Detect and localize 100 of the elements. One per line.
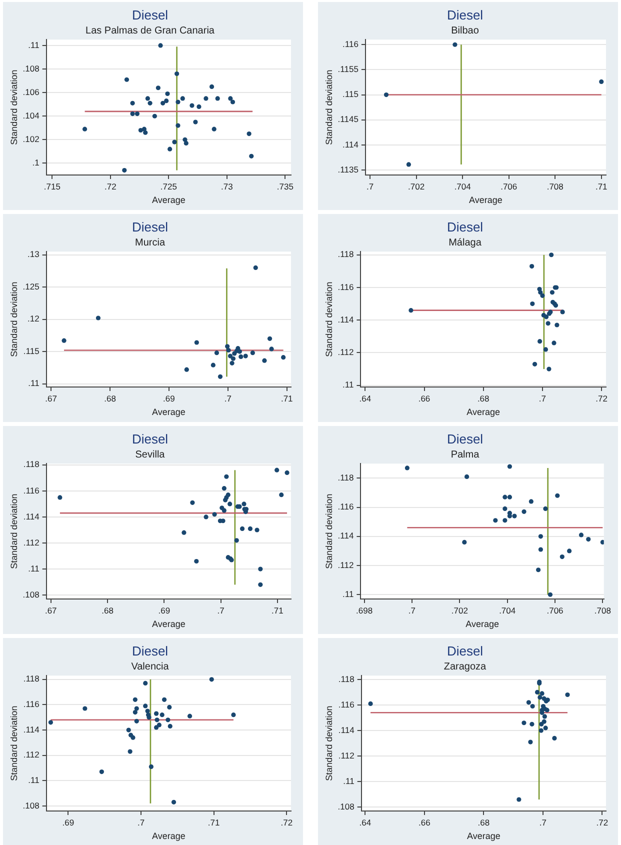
y-tick-label: .102 bbox=[22, 134, 40, 144]
point bbox=[462, 540, 467, 545]
chart-title: Diesel bbox=[446, 7, 484, 22]
point bbox=[145, 96, 150, 101]
x-axis-title: Average bbox=[152, 195, 186, 206]
point bbox=[146, 715, 152, 720]
point bbox=[234, 538, 239, 543]
y-tick-label: .11 bbox=[28, 774, 40, 785]
point bbox=[560, 554, 564, 560]
point bbox=[154, 718, 160, 722]
point bbox=[538, 290, 543, 295]
x-tick-label: .71 bbox=[271, 605, 284, 616]
y-tick-label: .1145 bbox=[338, 114, 359, 124]
point bbox=[279, 492, 284, 498]
point bbox=[512, 514, 517, 518]
point bbox=[542, 714, 547, 719]
point bbox=[196, 104, 202, 110]
point bbox=[284, 470, 290, 476]
point bbox=[132, 710, 138, 715]
y-tick-label: .115 bbox=[23, 346, 40, 356]
point bbox=[138, 128, 144, 133]
point bbox=[176, 123, 180, 128]
y-tick-label: .108 bbox=[22, 800, 40, 810]
point bbox=[132, 697, 138, 702]
point bbox=[231, 712, 236, 718]
chart-subtitle: Las Palmas de Gran Canaria bbox=[86, 25, 215, 36]
point bbox=[253, 265, 258, 270]
point bbox=[182, 530, 186, 535]
point bbox=[254, 528, 260, 532]
point bbox=[152, 114, 157, 118]
point bbox=[212, 512, 217, 517]
point bbox=[204, 514, 208, 520]
point bbox=[228, 502, 232, 506]
chart-subtitle: Valencia bbox=[131, 661, 170, 672]
point bbox=[96, 316, 101, 320]
point bbox=[548, 592, 553, 597]
point bbox=[130, 111, 135, 116]
x-tick-label: .7 bbox=[217, 605, 225, 616]
point bbox=[58, 495, 62, 500]
point bbox=[184, 367, 189, 372]
point bbox=[222, 486, 226, 491]
point bbox=[168, 146, 172, 152]
point bbox=[240, 526, 245, 531]
x-tick-label: .64 bbox=[359, 393, 372, 404]
point bbox=[250, 350, 255, 356]
point bbox=[546, 366, 552, 372]
point bbox=[130, 100, 135, 106]
point bbox=[180, 96, 185, 101]
x-tick-label: .68 bbox=[477, 393, 490, 404]
x-axis-title: Average bbox=[152, 831, 186, 842]
point bbox=[516, 797, 522, 802]
y-axis-title: Standard deviation bbox=[8, 282, 19, 357]
y-tick-label: .112 bbox=[338, 560, 354, 570]
point bbox=[538, 339, 542, 344]
point bbox=[528, 499, 534, 504]
point bbox=[542, 719, 546, 724]
point bbox=[215, 96, 220, 101]
point bbox=[190, 500, 195, 505]
x-tick-label: .706 bbox=[546, 605, 564, 616]
x-tick-label: .708 bbox=[546, 181, 564, 192]
y-tick-label: .116 bbox=[342, 38, 359, 49]
x-axis-title: Average bbox=[152, 619, 186, 630]
point bbox=[209, 677, 214, 682]
y-tick-label: .116 bbox=[338, 699, 355, 710]
point bbox=[230, 100, 236, 104]
point bbox=[128, 749, 132, 754]
point bbox=[124, 77, 130, 82]
point bbox=[502, 518, 508, 523]
y-tick-label: .116 bbox=[338, 282, 354, 292]
point bbox=[567, 548, 572, 554]
point bbox=[546, 321, 550, 326]
y-tick-label: .11 bbox=[28, 40, 40, 50]
point bbox=[530, 264, 534, 269]
y-tick-label: .114 bbox=[338, 314, 354, 324]
chart-title: Diesel bbox=[132, 643, 168, 658]
y-tick-label: .118 bbox=[338, 249, 354, 260]
point bbox=[552, 340, 556, 346]
point bbox=[248, 526, 253, 531]
chart-title: Diesel bbox=[132, 431, 168, 446]
y-tick-label: .114 bbox=[338, 724, 355, 735]
point bbox=[222, 508, 226, 513]
point bbox=[224, 474, 229, 479]
chart-subtitle: Bilbao bbox=[451, 25, 480, 36]
x-tick-label: .7 bbox=[224, 393, 232, 404]
point bbox=[193, 120, 198, 124]
y-tick-label: .11 bbox=[342, 380, 354, 390]
y-tick-label: .112 bbox=[23, 750, 40, 760]
point bbox=[174, 71, 180, 76]
x-tick-label: .702 bbox=[408, 181, 425, 192]
point bbox=[226, 348, 231, 353]
point bbox=[540, 293, 545, 298]
point bbox=[452, 42, 458, 47]
point bbox=[167, 704, 172, 710]
point bbox=[269, 346, 274, 352]
y-tick-label: .104 bbox=[22, 110, 40, 120]
x-tick-label: .71 bbox=[280, 393, 294, 404]
point bbox=[600, 540, 604, 545]
point bbox=[82, 706, 88, 711]
y-axis-title: Standard deviation bbox=[324, 70, 334, 145]
point bbox=[528, 740, 533, 744]
